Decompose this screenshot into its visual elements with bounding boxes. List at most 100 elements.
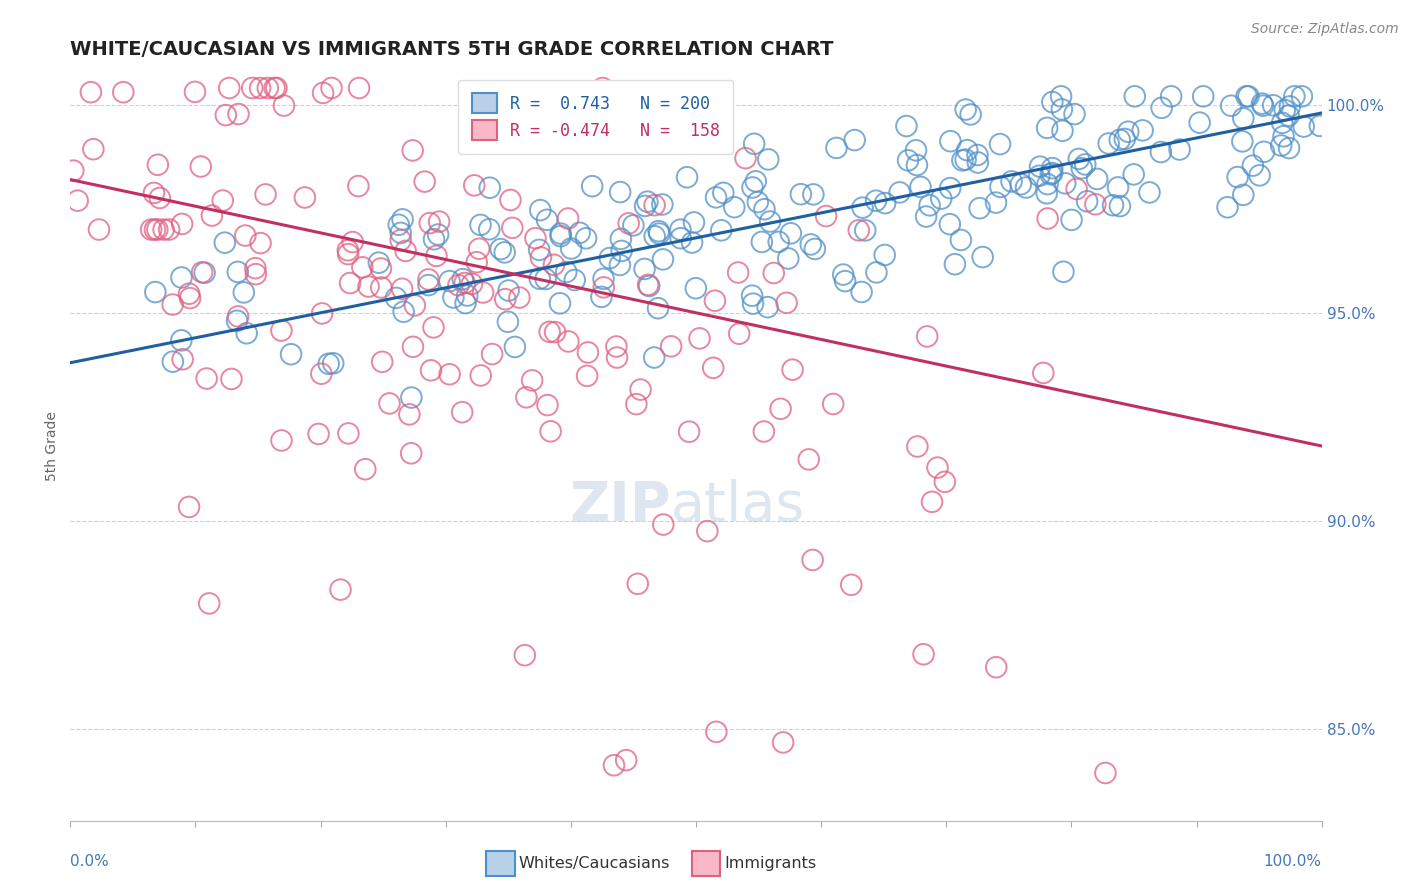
Point	[1160, 89, 1182, 103]
Point	[696, 524, 718, 538]
Point	[560, 242, 582, 256]
Point	[683, 215, 706, 229]
Point	[1241, 159, 1264, 173]
Point	[1050, 103, 1073, 117]
Point	[910, 180, 932, 194]
Point	[1188, 115, 1211, 129]
Point	[689, 331, 711, 345]
Point	[853, 223, 876, 237]
Point	[592, 272, 614, 286]
Point	[949, 233, 972, 247]
Point	[1232, 135, 1254, 149]
Point	[215, 108, 238, 122]
Point	[508, 291, 530, 305]
Point	[1216, 200, 1239, 214]
Point	[728, 326, 751, 341]
Point	[1278, 141, 1301, 155]
Point	[659, 339, 682, 353]
Point	[513, 648, 536, 663]
Point	[927, 460, 949, 475]
Point	[1139, 186, 1161, 200]
Point	[211, 194, 233, 208]
Point	[626, 397, 648, 411]
Point	[66, 194, 89, 208]
Point	[402, 144, 425, 158]
Point	[235, 228, 257, 243]
Point	[322, 356, 344, 370]
Point	[984, 195, 1007, 210]
Point	[454, 276, 477, 290]
Point	[647, 301, 669, 316]
Point	[194, 266, 217, 280]
Point	[1292, 120, 1315, 134]
Point	[318, 357, 340, 371]
Point	[912, 647, 935, 661]
Point	[1270, 138, 1292, 153]
Text: ZIP: ZIP	[569, 479, 671, 533]
Point	[832, 268, 855, 282]
Point	[952, 153, 974, 168]
Point	[704, 190, 727, 204]
Point	[538, 325, 561, 339]
Point	[939, 134, 962, 148]
Point	[232, 285, 254, 300]
Text: Whites/Caucasians: Whites/Caucasians	[519, 856, 671, 871]
Point	[543, 258, 565, 272]
Point	[226, 314, 249, 328]
Point	[179, 291, 201, 305]
Point	[321, 81, 343, 95]
Point	[418, 272, 440, 286]
Point	[235, 326, 257, 341]
Point	[478, 222, 501, 236]
Point	[1192, 89, 1215, 103]
Point	[772, 735, 794, 749]
Point	[745, 174, 768, 188]
Point	[146, 222, 169, 236]
Point	[633, 261, 655, 276]
Point	[800, 237, 823, 252]
Point	[162, 297, 184, 311]
Point	[339, 276, 361, 290]
Point	[676, 170, 699, 185]
Point	[734, 151, 756, 165]
Point	[652, 252, 675, 267]
Point	[191, 265, 214, 279]
Point	[329, 582, 352, 597]
Point	[610, 244, 633, 258]
Point	[1109, 199, 1132, 213]
Point	[515, 390, 537, 404]
Point	[839, 578, 862, 592]
Point	[465, 255, 488, 269]
Text: WHITE/CAUCASIAN VS IMMIGRANTS 5TH GRADE CORRELATION CHART: WHITE/CAUCASIAN VS IMMIGRANTS 5TH GRADE …	[70, 39, 834, 59]
Point	[534, 272, 557, 286]
Point	[370, 280, 392, 294]
Point	[214, 235, 236, 250]
Point	[644, 229, 666, 244]
Point	[576, 345, 599, 359]
Point	[273, 98, 295, 112]
Point	[741, 180, 763, 194]
Point	[454, 296, 477, 310]
Point	[143, 285, 166, 299]
Point	[723, 200, 745, 214]
Point	[370, 261, 392, 276]
Point	[576, 368, 599, 383]
Point	[1067, 152, 1090, 166]
Point	[201, 209, 224, 223]
Point	[955, 153, 977, 167]
Point	[172, 352, 194, 367]
Point	[536, 398, 558, 412]
Point	[742, 296, 765, 310]
Point	[790, 187, 813, 202]
Point	[1116, 125, 1139, 139]
Point	[342, 235, 364, 249]
Point	[489, 242, 512, 256]
Point	[557, 334, 579, 349]
Point	[592, 81, 614, 95]
Point	[1284, 89, 1306, 103]
Point	[1039, 167, 1062, 181]
Point	[177, 500, 200, 514]
Point	[754, 202, 776, 217]
Point	[801, 553, 824, 567]
Point	[1000, 174, 1022, 188]
